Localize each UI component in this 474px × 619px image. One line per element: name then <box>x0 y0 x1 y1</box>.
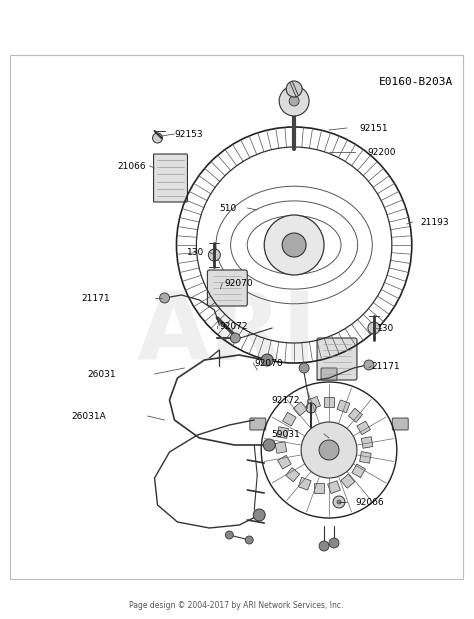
Circle shape <box>261 354 273 366</box>
Circle shape <box>306 403 316 413</box>
Text: 59031: 59031 <box>271 430 300 438</box>
Circle shape <box>253 509 265 521</box>
Text: Page design © 2004-2017 by ARI Network Services, Inc.: Page design © 2004-2017 by ARI Network S… <box>129 600 344 610</box>
Text: 92153: 92153 <box>174 129 203 139</box>
Bar <box>286 468 300 482</box>
Bar <box>324 397 334 407</box>
Circle shape <box>364 360 374 370</box>
Text: 21171: 21171 <box>371 361 400 371</box>
Circle shape <box>286 81 302 97</box>
Bar <box>348 408 363 422</box>
Bar <box>278 456 291 469</box>
Circle shape <box>282 233 306 257</box>
Circle shape <box>319 440 339 460</box>
Text: 21171: 21171 <box>82 293 110 303</box>
Text: 130: 130 <box>187 248 205 256</box>
Bar <box>10 55 463 579</box>
Text: 92066: 92066 <box>355 498 383 506</box>
Text: 26031A: 26031A <box>72 412 107 420</box>
Text: 21066: 21066 <box>118 162 146 170</box>
Text: 92072: 92072 <box>219 321 248 331</box>
FancyBboxPatch shape <box>317 338 357 380</box>
Circle shape <box>264 215 324 275</box>
Bar <box>293 402 307 416</box>
FancyBboxPatch shape <box>208 270 247 306</box>
Text: E0160-B203A: E0160-B203A <box>379 77 453 87</box>
Bar <box>314 483 324 493</box>
Bar <box>277 427 289 438</box>
Text: 92070: 92070 <box>224 279 253 287</box>
Circle shape <box>245 536 253 544</box>
FancyBboxPatch shape <box>321 368 337 380</box>
Bar <box>283 412 296 426</box>
Bar <box>275 442 287 453</box>
Circle shape <box>153 133 163 143</box>
Circle shape <box>230 333 240 343</box>
Circle shape <box>319 541 329 551</box>
Circle shape <box>279 86 309 116</box>
Bar <box>360 452 371 463</box>
Text: 21193: 21193 <box>421 217 449 227</box>
Circle shape <box>209 249 220 261</box>
Bar <box>357 421 371 435</box>
Bar <box>341 474 355 488</box>
Circle shape <box>333 496 345 508</box>
Text: 92200: 92200 <box>367 147 395 157</box>
Bar <box>298 477 311 490</box>
Bar <box>352 464 365 478</box>
FancyBboxPatch shape <box>250 418 266 430</box>
Text: 92172: 92172 <box>271 396 300 404</box>
Text: ARI: ARI <box>137 288 317 380</box>
Circle shape <box>301 422 357 478</box>
Text: 510: 510 <box>219 204 237 212</box>
Circle shape <box>289 96 299 106</box>
Bar <box>308 397 320 409</box>
Circle shape <box>329 538 339 548</box>
Circle shape <box>299 363 309 373</box>
Circle shape <box>337 500 341 504</box>
FancyBboxPatch shape <box>392 418 408 430</box>
Circle shape <box>160 293 170 303</box>
Text: 26031: 26031 <box>88 370 116 378</box>
Circle shape <box>368 322 380 334</box>
FancyBboxPatch shape <box>154 154 187 202</box>
Text: 92151: 92151 <box>359 124 388 132</box>
Text: 92070: 92070 <box>254 358 283 368</box>
Bar <box>328 481 340 493</box>
Circle shape <box>263 439 275 451</box>
Bar <box>337 400 350 413</box>
Circle shape <box>225 531 233 539</box>
Text: 130: 130 <box>377 324 394 332</box>
Bar <box>361 436 373 448</box>
